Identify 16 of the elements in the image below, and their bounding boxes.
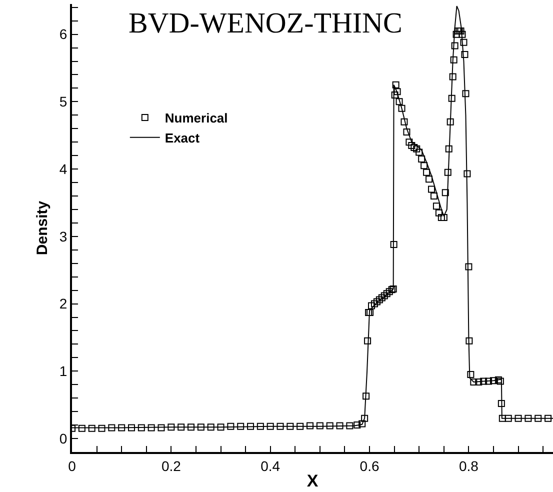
y-tick-label: 0 bbox=[59, 430, 68, 446]
chart-title: BVD-WENOZ-THINC bbox=[128, 8, 402, 40]
y-axis-title: Density bbox=[34, 200, 52, 256]
x-tick-label: 0.6 bbox=[360, 458, 380, 474]
x-tick-label: 0.8 bbox=[458, 458, 479, 474]
x-axis-title: X bbox=[306, 472, 319, 491]
y-tick-label: 6 bbox=[59, 26, 68, 42]
y-tick-label: 4 bbox=[59, 160, 68, 177]
legend-label: Numerical bbox=[164, 110, 228, 126]
x-tick-label: 0.4 bbox=[260, 458, 280, 474]
x-tick-label: 0.2 bbox=[161, 458, 182, 474]
legend-label: Exact bbox=[164, 130, 200, 146]
y-tick-label: 5 bbox=[59, 94, 68, 110]
y-tick-label: 2 bbox=[59, 296, 68, 312]
y-tick-label: 1 bbox=[59, 363, 68, 380]
y-tick-label: 3 bbox=[59, 228, 68, 244]
